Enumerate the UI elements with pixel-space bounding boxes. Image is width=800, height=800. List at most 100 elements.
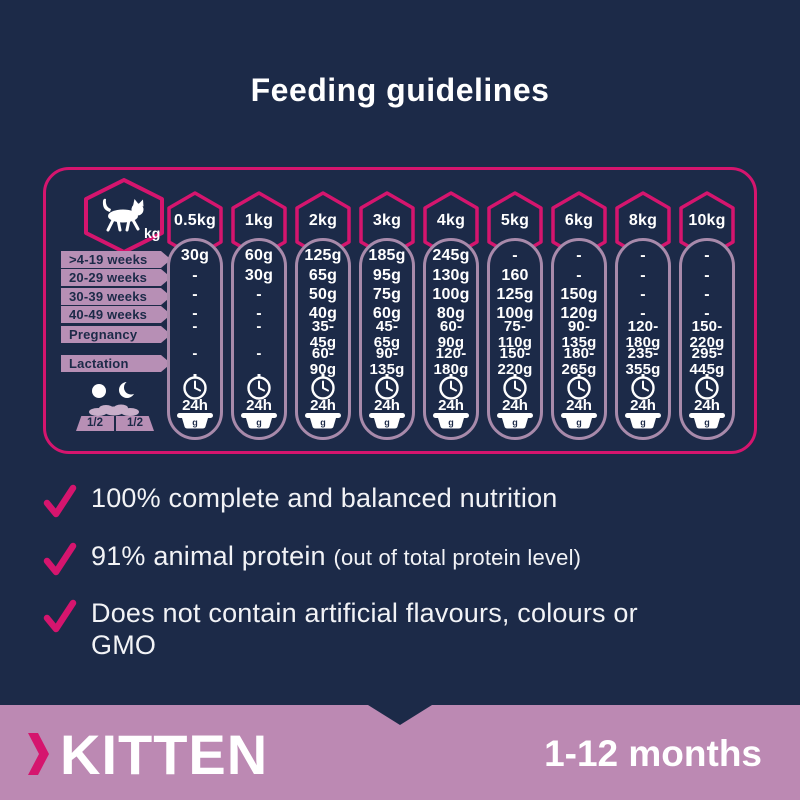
clock-label: 24h — [438, 397, 464, 414]
cell-value: 100g — [496, 304, 534, 322]
product-name: KITTEN — [60, 723, 269, 786]
cell-value: 50g — [308, 285, 338, 303]
column-capsule — [679, 238, 735, 440]
cell-value: 60- 90g — [437, 318, 465, 351]
cell-value: 295- 445g — [689, 345, 725, 378]
cell-value: 120- 180g — [625, 318, 661, 351]
benefit-note: (out of total protein level) — [333, 545, 582, 570]
cell-value: - — [256, 304, 262, 322]
bowl-icon: g — [369, 413, 405, 429]
weight-header: 0.5kg — [174, 212, 216, 229]
cell-value: 150g — [560, 285, 598, 303]
weight-column: 3kg 24h g 185g 95g 75g 60g 45- 65g 90- 135g — [355, 170, 419, 451]
page-title: Feeding guidelines — [250, 72, 550, 108]
day-night-portion-icon — [89, 380, 139, 416]
clock-icon — [631, 374, 655, 400]
clock-label: 24h — [502, 397, 528, 414]
cell-value: 40g — [308, 304, 338, 322]
row-label: 30-39 weeks — [61, 288, 171, 305]
cell-value: 65g — [308, 266, 338, 284]
cell-value: 120- 180g — [433, 345, 469, 378]
weight-header: 10kg — [688, 212, 726, 229]
clock-label: 24h — [374, 397, 400, 414]
cell-value: - — [256, 285, 262, 303]
cell-value: - — [192, 285, 198, 303]
bowl-icon: g — [241, 413, 277, 429]
clock-icon — [375, 374, 399, 400]
benefit-item: 100% complete and balanced nutrition — [43, 482, 558, 518]
cell-value: 80g — [436, 304, 466, 322]
column-capsule — [615, 238, 671, 440]
row-label: Lactation — [61, 355, 171, 372]
row-label: 40-49 weeks — [61, 306, 171, 323]
cell-value: 60g — [372, 304, 402, 322]
cell-value: - — [256, 318, 262, 335]
cell-value: 90- 135g — [561, 318, 597, 351]
cell-value: 30g — [244, 266, 274, 284]
column-capsule — [295, 238, 351, 440]
cell-value: 75- 110g — [497, 318, 533, 351]
row-label: >4-19 weeks — [61, 251, 171, 268]
svg-text:g: g — [640, 418, 646, 428]
cell-value: 245g — [432, 247, 470, 264]
day-portion-label: 1/2 — [76, 416, 114, 431]
svg-text:g: g — [320, 418, 326, 428]
night-portion-label: 1/2 — [116, 416, 154, 431]
weight-column: 6kg 24h g - -150g 120g 90- 135g 180- 265g — [547, 170, 611, 451]
cell-value: 60g — [244, 247, 274, 264]
bowl-icon: g — [497, 413, 533, 429]
cell-value: 120g — [560, 304, 598, 322]
cell-value: 35- 45g — [309, 318, 337, 351]
weight-column: 10kg 24h g - - - -150- 220g 295- 445g — [675, 170, 739, 451]
clock-icon — [503, 374, 527, 400]
column-capsule — [487, 238, 543, 440]
column-capsule — [359, 238, 415, 440]
weight-column: 0.5kg 24h g 30g - - - - - — [163, 170, 227, 451]
cell-value: 75g — [372, 285, 402, 303]
cell-value: - — [640, 304, 646, 322]
cell-value: - — [640, 266, 646, 284]
bowl-icon: g — [177, 413, 213, 429]
benefit-text: 100% complete and balanced nutrition — [91, 482, 558, 514]
weight-column: 2kg 24h g 125g 65g 50g 40g 35- 45g 60- 90g — [291, 170, 355, 451]
svg-text:g: g — [256, 418, 262, 428]
svg-text:g: g — [704, 418, 710, 428]
checkmark-icon — [43, 542, 77, 576]
weight-column: 8kg 24h g - - - -120- 180g 235- 355g — [611, 170, 675, 451]
clock-icon — [439, 374, 463, 400]
cat-icon — [102, 198, 144, 232]
weight-column: 5kg 24h g - 160 125g 100g 75- 110g 150- 220g — [483, 170, 547, 451]
cell-value: 125g — [304, 247, 342, 264]
cell-value: 60- 90g — [309, 345, 337, 378]
cell-value: - — [576, 247, 582, 264]
clock-label: 24h — [182, 397, 208, 414]
svg-text:g: g — [576, 418, 582, 428]
benefit-main: Does not contain artificial flavours, co… — [91, 598, 638, 660]
bowl-icon: g — [433, 413, 469, 429]
cell-value: 150- 220g — [689, 318, 725, 351]
weight-header: 6kg — [564, 212, 594, 229]
weight-header: 4kg — [436, 212, 466, 229]
cell-value: - — [640, 247, 646, 264]
weight-header: 5kg — [500, 212, 530, 229]
weight-header: 2kg — [308, 212, 338, 229]
clock-label: 24h — [694, 397, 720, 414]
weight-column: 4kg 24h g 245g 130g 100g 80g 60- 90g 120- 180g — [419, 170, 483, 451]
clock-icon — [183, 374, 207, 400]
checkmark-icon — [43, 484, 77, 518]
bowl-icon: g — [305, 413, 341, 429]
cell-value: 100g — [432, 285, 470, 303]
weight-header: 8kg — [628, 212, 658, 229]
bowl-icon: g — [561, 413, 597, 429]
cell-value: - — [192, 345, 198, 362]
bowl-icon: g — [689, 413, 725, 429]
clock-label: 24h — [246, 397, 272, 414]
cell-value: 180- 265g — [561, 345, 597, 378]
clock-icon — [247, 374, 271, 400]
benefit-text: 91% animal protein (out of total protein… — [91, 540, 581, 574]
column-capsule — [231, 238, 287, 440]
clock-icon — [311, 374, 335, 400]
svg-text:g: g — [448, 418, 454, 428]
bowl-icon: g — [625, 413, 661, 429]
